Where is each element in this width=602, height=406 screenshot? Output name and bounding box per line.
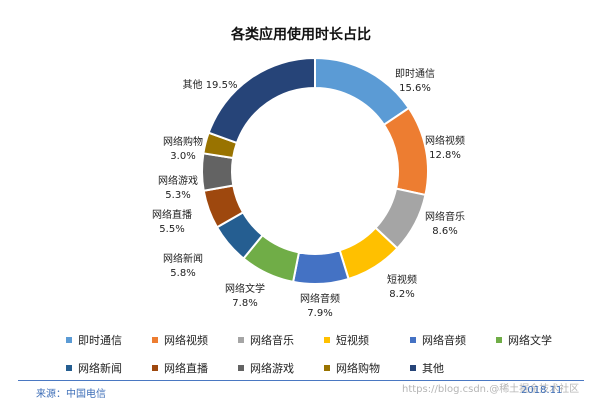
legend-swatch [324,365,330,371]
slice-label-3: 网络音乐 [425,210,465,223]
legend-swatch [410,365,416,371]
slice-label-11: 其他 19.5% [183,78,238,91]
legend-label: 即时通信 [78,334,122,347]
legend-item-3: 网络音乐 [238,332,324,348]
legend-label: 网络视频 [164,334,208,347]
donut-slice-2 [382,106,429,197]
donut-slice-9 [201,152,235,192]
legend-label: 网络音频 [422,334,466,347]
slice-label-9: 网络游戏 [158,174,198,187]
legend-item-4: 短视频 [324,332,410,348]
slice-value-4: 8.2% [389,289,414,300]
legend-item-6: 网络文学 [496,332,582,348]
legend-label: 网络新闻 [78,362,122,375]
legend-label: 网络文学 [508,334,552,347]
slice-label-7: 网络新闻 [163,252,203,265]
slice-label-4: 短视频 [387,273,417,286]
report-date: 2018.11 [521,385,563,396]
watermark: https://blog.csdn.@稀土掘金技术社区 [402,384,580,395]
slice-value-10: 3.0% [170,151,195,162]
legend-swatch [496,337,502,343]
legend-item-10: 网络购物 [324,360,410,376]
chart-legend: 即时通信 网络视频 网络音乐 短视频 网络音频 网络文学网络新闻 网络直播 网络游戏 网络购物 其… [66,332,586,376]
footer-divider [18,380,584,381]
slice-value-7: 5.8% [170,268,195,279]
legend-item-1: 即时通信 [66,332,152,348]
legend-item-11: 其他 [410,360,496,376]
slice-label-6: 网络文学 [225,282,265,295]
source-note: 来源：中国电信 [36,389,106,400]
slice-value-2: 12.8% [429,150,461,161]
slice-label-5: 网络音频 [300,292,340,305]
slice-value-8: 5.5% [159,224,184,235]
legend-label: 网络直播 [164,362,208,375]
legend-label: 网络购物 [336,362,380,375]
donut-slice-5 [291,249,350,285]
legend-swatch [238,337,244,343]
slice-label-8: 网络直播 [152,208,192,221]
legend-label: 其他 [422,362,444,375]
legend-swatch [152,337,158,343]
legend-label: 网络音乐 [250,334,294,347]
legend-item-9: 网络游戏 [238,360,324,376]
legend-swatch [66,337,72,343]
slice-label-2: 网络视频 [425,134,465,147]
legend-label: 网络游戏 [250,362,294,375]
slice-value-6: 7.8% [232,298,257,309]
slice-value-1: 15.6% [399,83,431,94]
slice-value-3: 8.6% [432,226,457,237]
legend-swatch [66,365,72,371]
donut-chart: 即时通信 15.6% 网络视频 12.8% 网络音乐 8.6% 短视频 8.2% 网络音频 7.9… [152,56,465,319]
legend-swatch [152,365,158,371]
slice-label-10: 网络购物 [163,135,203,148]
legend-item-5: 网络音频 [410,332,496,348]
legend-item-2: 网络视频 [152,332,238,348]
legend-swatch [324,337,330,343]
legend-swatch [238,365,244,371]
slice-value-9: 5.3% [165,190,190,201]
legend-item-7: 网络新闻 [66,360,152,376]
legend-item-8: 网络直播 [152,360,238,376]
slice-value-5: 7.9% [307,308,332,319]
legend-swatch [410,337,416,343]
donut-slice-11 [207,56,316,145]
legend-label: 短视频 [336,334,369,347]
slice-label-1: 即时通信 [395,68,435,80]
chart-title: 各类应用使用时长占比 [231,27,371,43]
